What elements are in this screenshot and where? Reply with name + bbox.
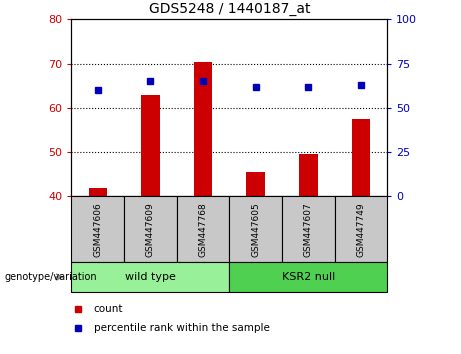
Bar [247, 172, 265, 196]
Bar [229, 262, 387, 292]
Bar [299, 154, 318, 196]
Bar [124, 196, 177, 262]
Text: count: count [94, 304, 123, 314]
Bar [177, 196, 229, 262]
Text: GSM447749: GSM447749 [356, 202, 366, 257]
Text: GSM447606: GSM447606 [93, 202, 102, 257]
Text: KSR2 null: KSR2 null [282, 272, 335, 282]
Text: wild type: wild type [125, 272, 176, 282]
Bar [335, 196, 387, 262]
Title: GDS5248 / 1440187_at: GDS5248 / 1440187_at [148, 2, 310, 16]
Bar [141, 95, 160, 196]
Bar [71, 262, 230, 292]
Text: genotype/variation: genotype/variation [5, 272, 97, 282]
Text: GSM447609: GSM447609 [146, 202, 155, 257]
Bar [229, 196, 282, 262]
Bar [352, 119, 370, 196]
Text: percentile rank within the sample: percentile rank within the sample [94, 323, 269, 333]
Text: GSM447768: GSM447768 [199, 202, 207, 257]
Bar [89, 188, 107, 196]
Text: GSM447605: GSM447605 [251, 202, 260, 257]
Text: GSM447607: GSM447607 [304, 202, 313, 257]
Bar [194, 62, 212, 196]
Bar [282, 196, 335, 262]
Bar [71, 196, 124, 262]
